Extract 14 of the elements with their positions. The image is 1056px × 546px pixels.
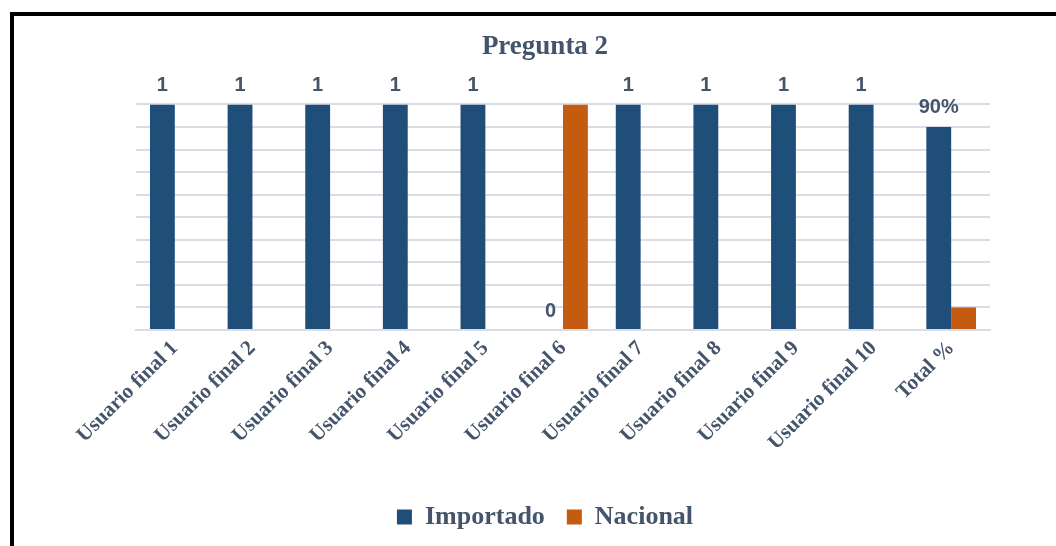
data-label: 90% <box>918 95 959 118</box>
chart-title: Pregunta 2 <box>481 30 609 61</box>
data-label: 1 <box>855 72 867 95</box>
data-label: 1 <box>700 72 712 95</box>
data-label: 1 <box>389 72 401 95</box>
data-label: 1 <box>156 72 168 95</box>
data-label: 1 <box>777 72 790 95</box>
data-label: 1 <box>312 72 324 95</box>
data-label: 0 <box>545 298 557 321</box>
data-label: 1 <box>622 72 634 95</box>
data-label: 1 <box>467 72 479 95</box>
legend-label: Importado <box>424 500 545 530</box>
data-label: 1 <box>234 72 246 95</box>
legend-label: Nacional <box>594 500 694 530</box>
